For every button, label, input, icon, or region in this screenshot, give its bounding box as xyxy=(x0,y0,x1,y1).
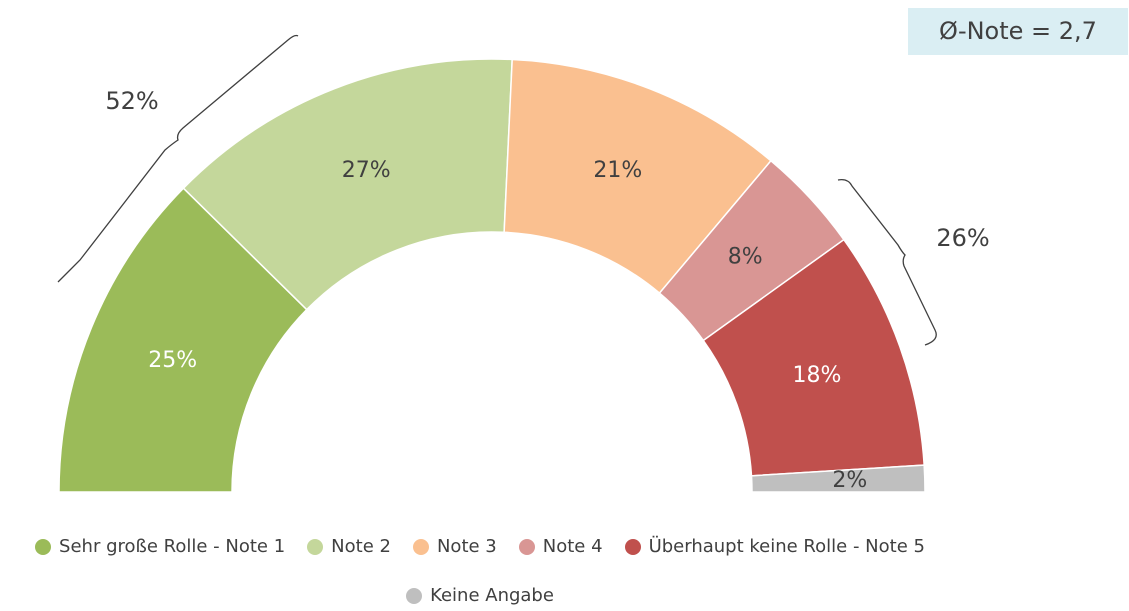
legend-label: Überhaupt keine Rolle - Note 5 xyxy=(648,536,925,557)
value-label: 2% xyxy=(832,468,867,493)
legend-item: Überhaupt keine Rolle - Note 5 xyxy=(624,536,925,557)
legend-item: Note 2 xyxy=(307,536,391,557)
legend-swatch xyxy=(518,538,535,555)
annotation: 26% xyxy=(936,224,989,252)
legend: Sehr große Rolle - Note 1 Note 2 Note 3 Not… xyxy=(0,536,960,557)
value-label: 8% xyxy=(728,245,763,270)
legend-label: Keine Angabe xyxy=(430,585,554,606)
slice xyxy=(750,464,926,493)
legend-swatch xyxy=(412,538,429,555)
legend-item: Note 4 xyxy=(518,536,603,557)
bracket xyxy=(837,178,937,346)
bracket xyxy=(57,34,299,283)
value-label: 27% xyxy=(342,158,391,183)
legend-swatch xyxy=(406,587,423,604)
average-label: Ø-Note = 2,7 xyxy=(939,17,1097,45)
legend-label: Note 3 xyxy=(436,536,497,557)
legend-label: Note 4 xyxy=(542,536,603,557)
value-label: 25% xyxy=(148,348,197,373)
legend-item: Note 3 xyxy=(412,536,497,557)
average-box xyxy=(908,8,1128,55)
legend-swatch xyxy=(624,538,641,555)
annotation: 52% xyxy=(105,87,158,115)
value-label: 18% xyxy=(793,363,842,388)
legend-item: Keine Angabe xyxy=(406,585,554,606)
slices: 25% 27% 21% 8% 18% 2% xyxy=(58,58,926,493)
value-label: 21% xyxy=(593,158,642,183)
legend-swatch xyxy=(35,538,52,555)
legend-swatch xyxy=(307,538,324,555)
legend: Keine Angabe xyxy=(0,585,960,606)
legend-label: Note 2 xyxy=(331,536,391,557)
legend-item: Sehr große Rolle - Note 1 xyxy=(35,536,285,557)
legend-label: Sehr große Rolle - Note 1 xyxy=(59,536,286,557)
chart: Ø-Note = 2,7 52% 26% 25% 27% 21% 8% 18% 2% xyxy=(57,8,1128,493)
